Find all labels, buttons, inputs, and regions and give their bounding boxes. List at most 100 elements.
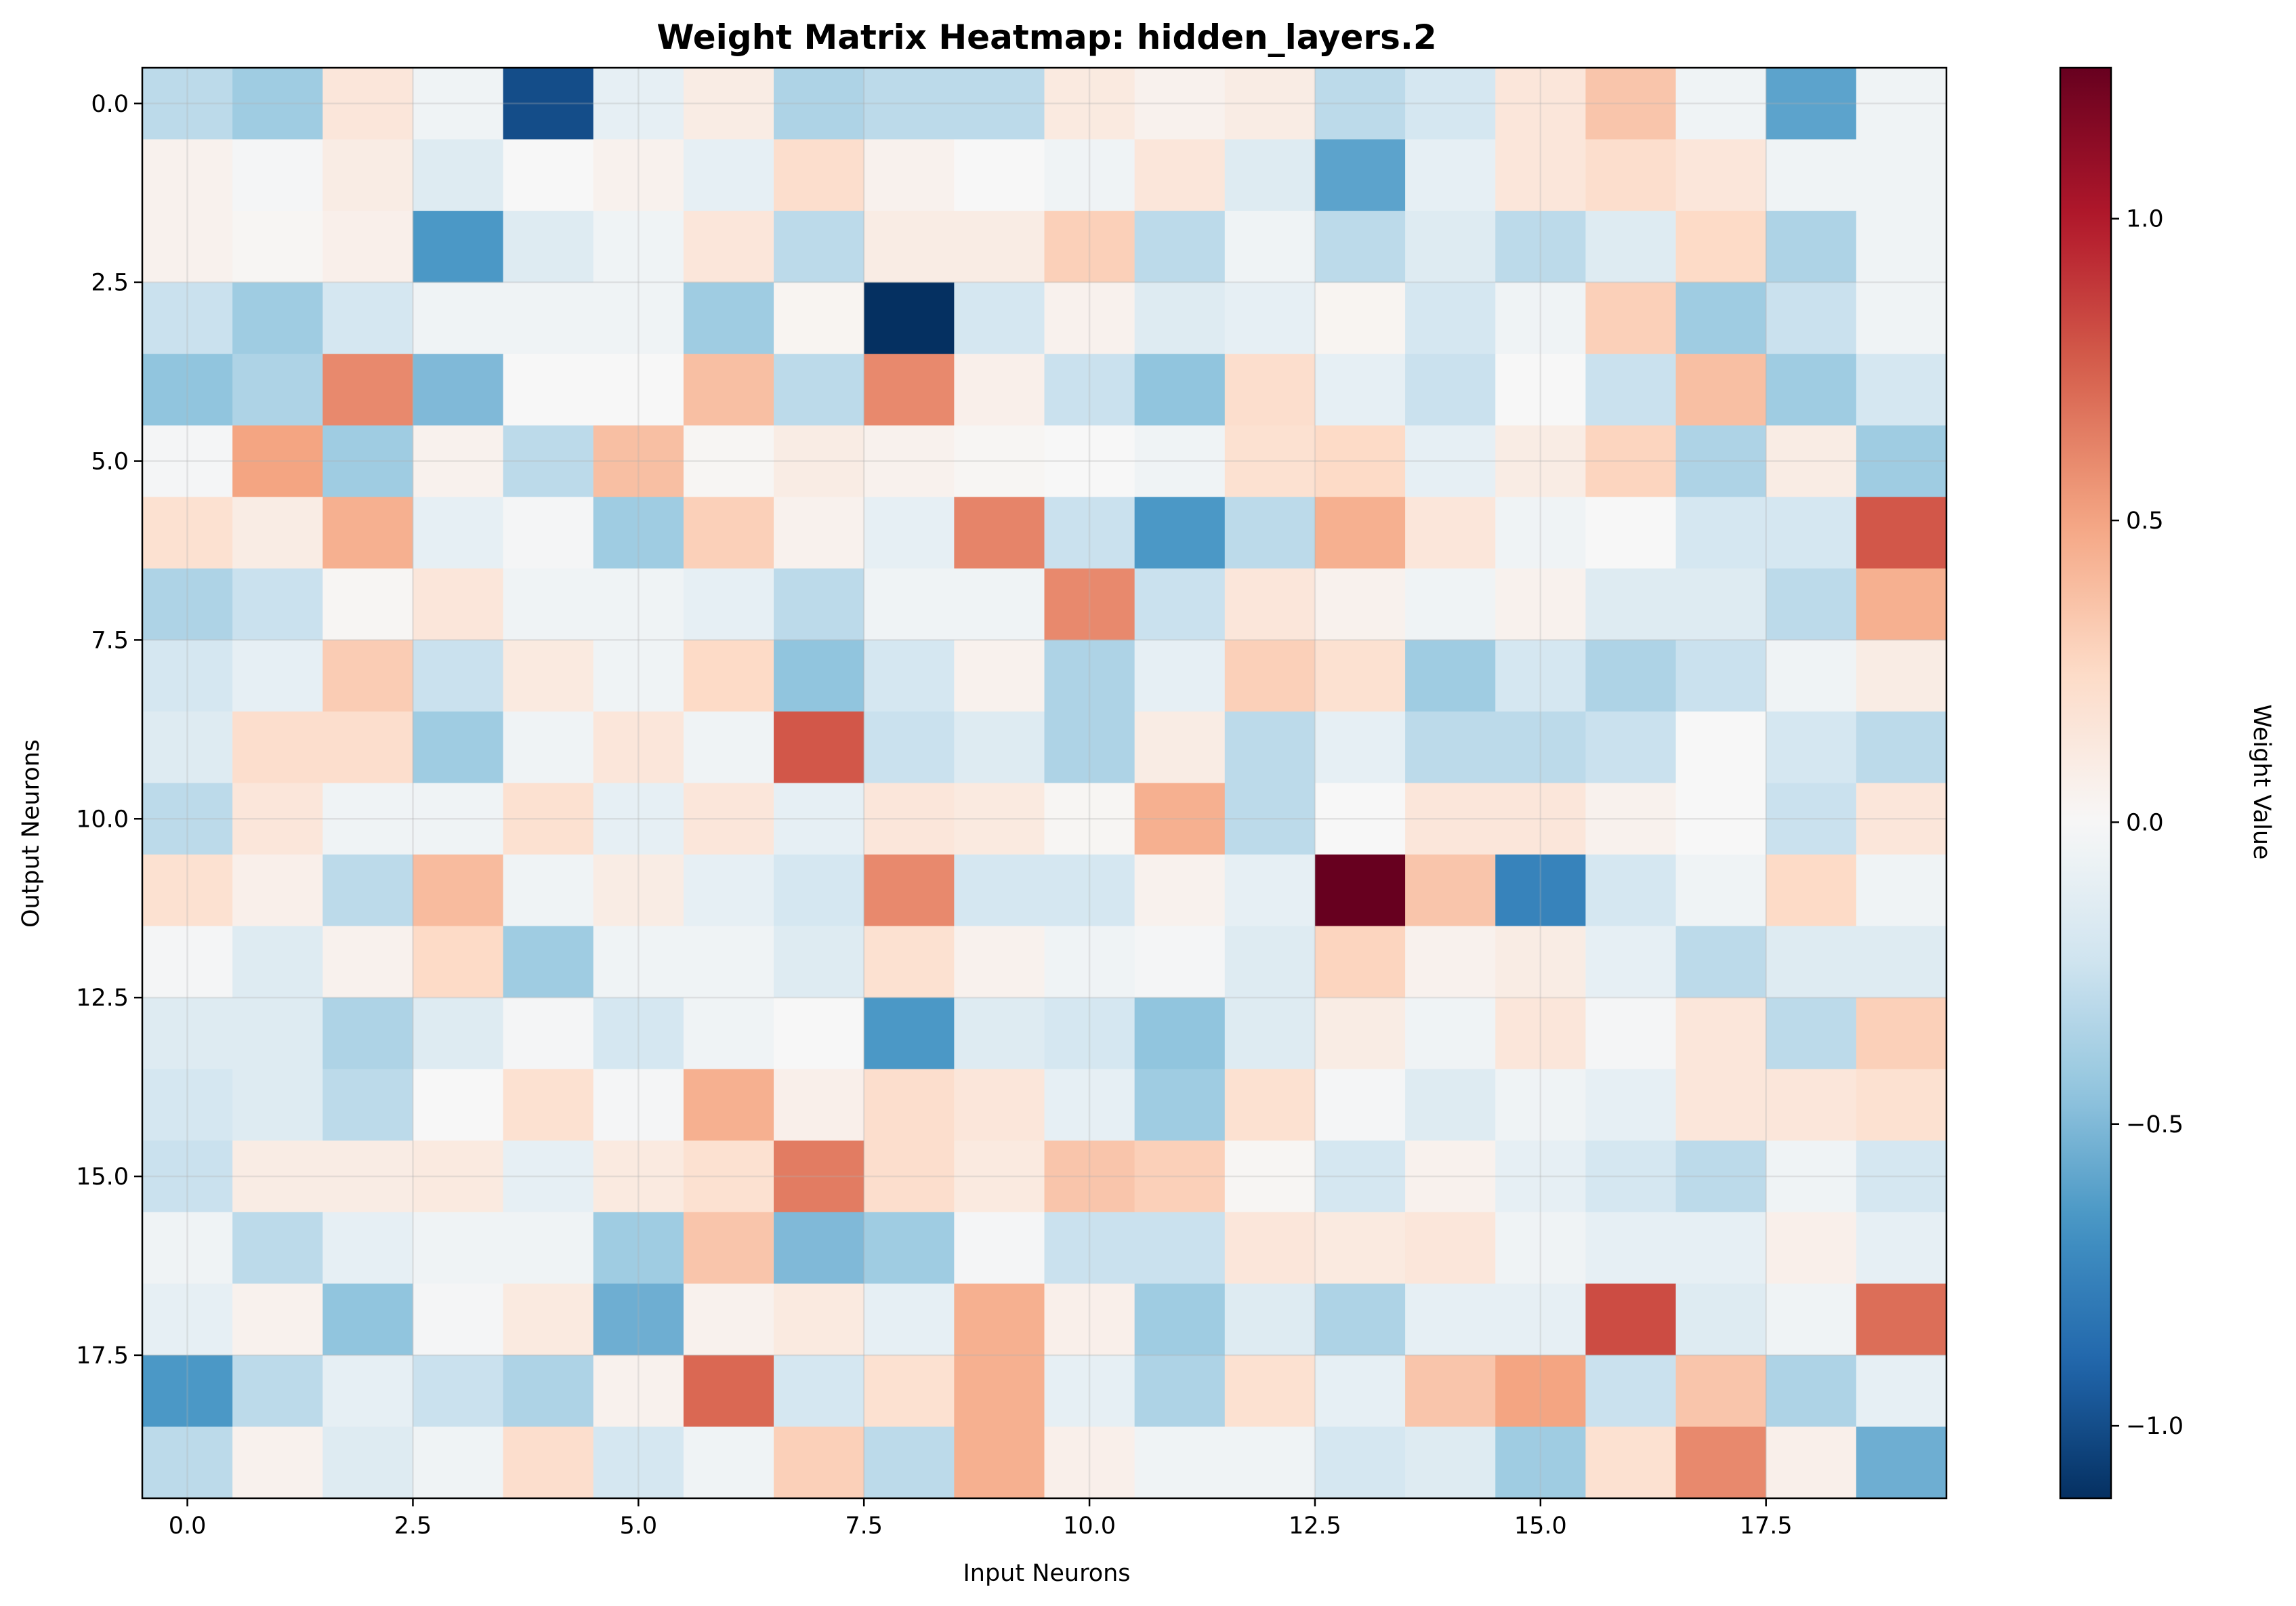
heatmap-cell — [864, 354, 955, 426]
heatmap-cell — [1134, 425, 1226, 497]
heatmap-cell — [503, 1426, 594, 1499]
x-tick-label: 17.5 — [1740, 1512, 1793, 1540]
heatmap-cell — [1766, 855, 1857, 927]
heatmap-cell — [864, 1069, 955, 1141]
heatmap-cell — [1495, 997, 1586, 1070]
heatmap-cell — [1856, 282, 1947, 354]
heatmap-cell — [1585, 568, 1677, 640]
heatmap-cell — [503, 68, 594, 140]
heatmap-cell — [954, 1069, 1045, 1141]
heatmap-cell — [1585, 640, 1677, 712]
heatmap-cell — [1224, 855, 1316, 927]
heatmap-cell — [503, 926, 594, 998]
heatmap-cell — [413, 139, 504, 211]
heatmap-cell — [593, 1426, 684, 1499]
heatmap-cell — [232, 568, 323, 640]
heatmap-cell — [1675, 139, 1767, 211]
heatmap-cell — [1134, 68, 1226, 140]
heatmap-cell — [593, 1069, 684, 1141]
heatmap-cell — [774, 354, 864, 426]
heatmap-cell — [1495, 425, 1586, 497]
chart-title: Weight Matrix Heatmap: hidden_layers.2 — [656, 18, 1436, 57]
heatmap-cell — [1224, 640, 1316, 712]
heatmap-cell — [1585, 139, 1677, 211]
heatmap-cell — [954, 1355, 1045, 1428]
heatmap-cell — [322, 139, 414, 211]
heatmap-cell — [774, 1355, 864, 1428]
heatmap-cell — [1766, 1140, 1857, 1213]
heatmap-cell — [142, 497, 233, 569]
heatmap-cell — [864, 139, 955, 211]
heatmap-cell — [1224, 68, 1316, 140]
heatmap-cell — [774, 68, 864, 140]
heatmap-cell — [954, 855, 1045, 927]
heatmap-cell — [413, 926, 504, 998]
heatmap-cell — [1224, 1069, 1316, 1141]
heatmap-cell — [232, 1140, 323, 1213]
heatmap-cell — [142, 354, 233, 426]
heatmap-cell — [774, 783, 864, 855]
heatmap-cell — [1856, 497, 1947, 569]
heatmap-cells — [142, 68, 1947, 1499]
heatmap-cell — [864, 711, 955, 784]
heatmap-cell — [1766, 68, 1857, 140]
y-tick-label: 17.5 — [76, 1342, 129, 1370]
heatmap-cell — [1134, 1426, 1226, 1499]
heatmap-cell — [593, 1355, 684, 1428]
heatmap-cell — [503, 354, 594, 426]
y-axis-ticks: 0.0 2.5 5.0 7.5 10.0 12.5 15.0 17.5 — [76, 91, 142, 1370]
heatmap-cell — [774, 997, 864, 1070]
heatmap-cell — [1044, 1355, 1135, 1428]
heatmap-cell — [322, 68, 414, 140]
heatmap-cell — [683, 68, 774, 140]
y-tick-label: 7.5 — [91, 627, 129, 654]
heatmap-cell — [322, 354, 414, 426]
heatmap-cell — [1675, 425, 1767, 497]
heatmap-cell — [503, 425, 594, 497]
heatmap-cell — [1224, 354, 1316, 426]
heatmap-cell — [1314, 282, 1406, 354]
heatmap-cell — [1495, 68, 1586, 140]
heatmap-cell — [774, 139, 864, 211]
heatmap-cell — [503, 1212, 594, 1284]
heatmap-cell — [413, 855, 504, 927]
heatmap-cell — [1314, 68, 1406, 140]
heatmap-cell — [503, 1069, 594, 1141]
heatmap-cell — [1495, 1426, 1586, 1499]
heatmap-cell — [954, 783, 1045, 855]
heatmap-cell — [1675, 497, 1767, 569]
heatmap-cell — [1224, 1355, 1316, 1428]
heatmap-cell — [593, 926, 684, 998]
heatmap-cell — [1314, 211, 1406, 283]
heatmap-cell — [1495, 1355, 1586, 1428]
heatmap-cell — [774, 855, 864, 927]
heatmap-cell — [1044, 997, 1135, 1070]
heatmap-cell — [1044, 1426, 1135, 1499]
heatmap-cell — [683, 926, 774, 998]
heatmap-cell — [1405, 1069, 1496, 1141]
y-tick-label: 12.5 — [76, 985, 129, 1012]
heatmap-cell — [954, 926, 1045, 998]
heatmap-cell — [1044, 855, 1135, 927]
heatmap-cell — [593, 640, 684, 712]
heatmap-cell — [142, 1140, 233, 1213]
heatmap-cell — [774, 282, 864, 354]
heatmap-cell — [1224, 211, 1316, 283]
heatmap-cell — [1495, 1140, 1586, 1213]
heatmap-cell — [1766, 997, 1857, 1070]
heatmap-cell — [1495, 139, 1586, 211]
heatmap-cell — [1134, 1140, 1226, 1213]
heatmap-cell — [593, 568, 684, 640]
heatmap-cell — [1405, 425, 1496, 497]
heatmap-cell — [1856, 711, 1947, 784]
heatmap-cell — [1224, 711, 1316, 784]
heatmap-cell — [593, 425, 684, 497]
heatmap-cell — [413, 497, 504, 569]
colorbar-label: Weight Value — [2248, 704, 2275, 859]
heatmap-cell — [954, 354, 1045, 426]
heatmap-cell — [1134, 1283, 1226, 1356]
heatmap-cell — [503, 640, 594, 712]
heatmap-cell — [1675, 1283, 1767, 1356]
heatmap-cell — [1044, 354, 1135, 426]
heatmap-cell — [954, 711, 1045, 784]
